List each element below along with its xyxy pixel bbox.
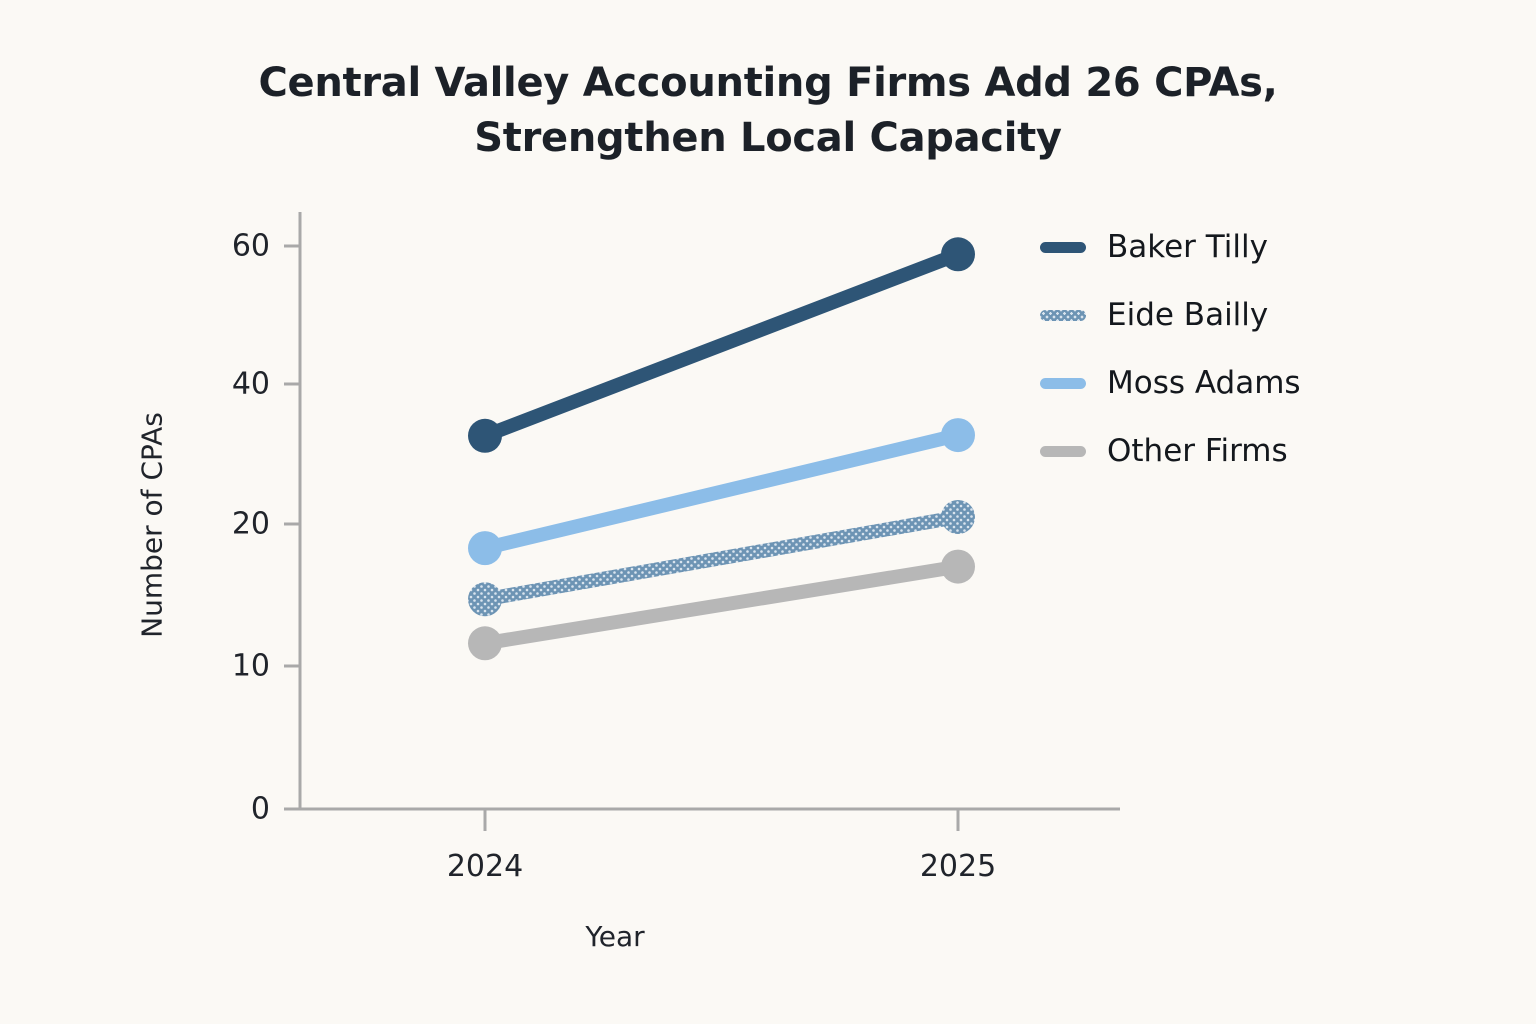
- data-point-marker[interactable]: [941, 500, 975, 534]
- legend-item-label: Baker Tilly: [1107, 228, 1268, 265]
- chart-title: Central Valley Accounting Firms Add 26 C…: [258, 60, 1278, 162]
- legend-swatch-icon: [1040, 241, 1086, 253]
- legend-item-label: Other Firms: [1107, 432, 1288, 469]
- series-line: [478, 247, 965, 443]
- data-point-marker[interactable]: [941, 549, 975, 584]
- series-line: [478, 510, 965, 607]
- y-axis-tick-label: 0: [250, 791, 270, 827]
- series-line: [478, 428, 965, 556]
- legend-item-label: Moss Adams: [1107, 364, 1301, 401]
- legend-item-eide-bailly[interactable]: Eide Bailly: [1040, 296, 1301, 334]
- x-axis-tick-label: 2024: [446, 849, 524, 884]
- data-point-marker[interactable]: [468, 626, 502, 661]
- y-axis-tick-label: 40: [231, 366, 270, 402]
- data-point-marker[interactable]: [468, 418, 502, 453]
- x-axis-tick-label: 2025: [919, 849, 997, 884]
- data-point-marker[interactable]: [468, 531, 502, 566]
- chart-legend: Baker Tilly Eide Bailly Moss Adams Other…: [1040, 228, 1301, 470]
- y-axis-tick-label: 10: [231, 648, 270, 684]
- data-point-marker[interactable]: [941, 418, 975, 453]
- series-line: [478, 559, 965, 651]
- legend-item-moss-adams[interactable]: Moss Adams: [1040, 364, 1301, 402]
- legend-swatch-icon: [1040, 377, 1086, 389]
- legend-swatch-icon: [1040, 309, 1086, 321]
- y-axis-tick-label: 60: [231, 228, 270, 264]
- x-axis-label: Year: [585, 920, 645, 953]
- legend-item-baker-tilly[interactable]: Baker Tilly: [1040, 228, 1301, 266]
- data-point-marker[interactable]: [468, 582, 502, 617]
- y-axis-tick-label: 20: [231, 506, 270, 542]
- legend-item-other-firms[interactable]: Other Firms: [1040, 432, 1301, 470]
- legend-swatch-icon: [1040, 445, 1086, 457]
- legend-item-label: Eide Bailly: [1107, 296, 1269, 333]
- data-point-marker[interactable]: [941, 237, 975, 272]
